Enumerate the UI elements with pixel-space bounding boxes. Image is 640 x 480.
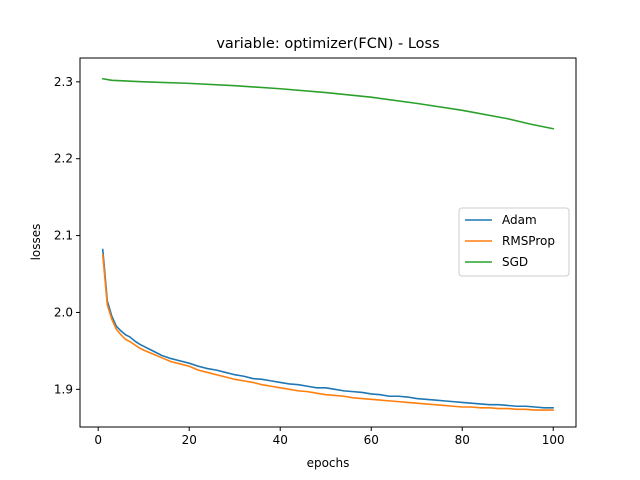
x-tick-label: 40 bbox=[273, 433, 288, 447]
legend-label-sgd: SGD bbox=[502, 255, 528, 269]
x-tick-label: 100 bbox=[542, 433, 565, 447]
legend-label-rmsprop: RMSProp bbox=[502, 234, 555, 248]
series-line-rmsprop bbox=[101, 254, 555, 411]
x-axis-label: epochs bbox=[307, 456, 350, 470]
legend-label-adam: Adam bbox=[502, 213, 537, 227]
y-tick-label: 2.3 bbox=[54, 75, 73, 89]
x-tick-label: 80 bbox=[455, 433, 470, 447]
y-tick-label: 2.2 bbox=[54, 152, 73, 166]
x-tick-label: 0 bbox=[94, 433, 102, 447]
y-tick-label: 1.9 bbox=[54, 382, 73, 396]
x-axis-ticks: 0 20 40 60 80 100 bbox=[94, 427, 565, 447]
x-tick-label: 60 bbox=[364, 433, 379, 447]
legend-items: Adam RMSProp SGD bbox=[465, 213, 555, 269]
y-axis-ticks: 1.9 2.0 2.1 2.2 2.3 bbox=[54, 75, 80, 396]
chart-title: variable: optimizer(FCN) - Loss bbox=[216, 36, 439, 52]
plot-frame bbox=[79, 57, 577, 428]
y-tick-label: 2.1 bbox=[54, 229, 73, 243]
x-tick-label: 20 bbox=[182, 433, 197, 447]
legend-box bbox=[458, 207, 570, 277]
y-tick-label: 2.0 bbox=[54, 305, 73, 319]
series-line-adam bbox=[101, 248, 555, 409]
y-axis-label: losses bbox=[29, 224, 43, 261]
legend: Adam RMSProp SGD bbox=[458, 207, 570, 277]
series-line-sgd bbox=[101, 77, 555, 130]
series-lines bbox=[101, 77, 555, 411]
